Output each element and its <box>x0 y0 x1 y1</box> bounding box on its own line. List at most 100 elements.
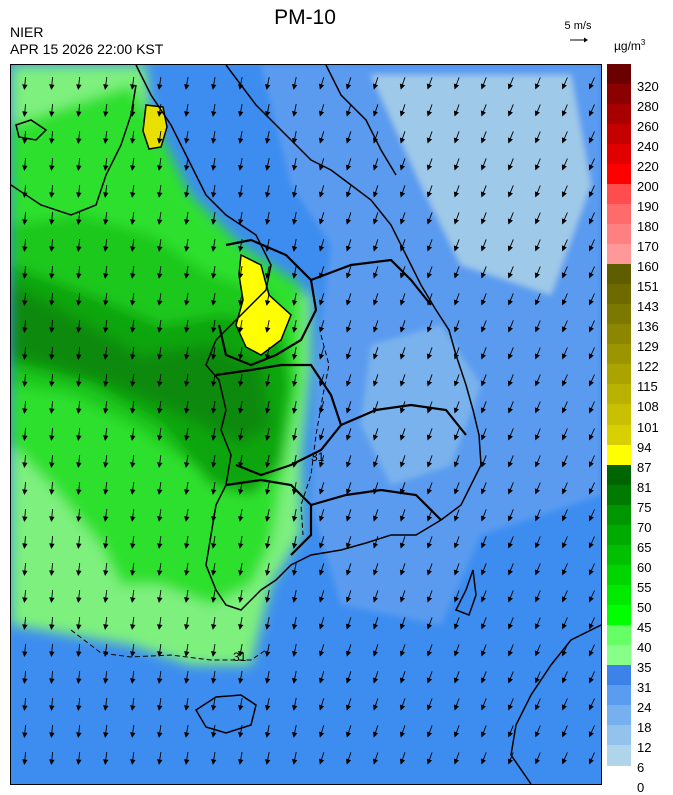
wind-arrow-head <box>211 705 217 711</box>
wind-arrow-head <box>453 488 460 495</box>
wind-arrow-head <box>399 137 406 144</box>
wind-arrow-head <box>399 758 406 765</box>
wind-arrow-head <box>103 462 109 469</box>
wind-arrow-head <box>507 191 513 198</box>
wind-arrow-head <box>480 191 486 198</box>
wind-arrow-head <box>453 137 460 144</box>
wind-arrow-head <box>588 353 594 360</box>
wind-arrow-head <box>426 110 433 117</box>
wind-arrow-head <box>22 408 28 415</box>
wind-arrow-head <box>561 650 567 657</box>
wind-arrow-head <box>49 246 55 253</box>
wind-arrow-head <box>238 678 244 684</box>
colorbar-tick-label: 70 <box>637 519 652 535</box>
wind-arrow-head <box>211 327 217 333</box>
colorbar-segment <box>607 344 631 366</box>
wind-arrow-head <box>453 569 460 576</box>
wind-arrow-head <box>507 569 513 576</box>
wind-arrow-head <box>157 111 163 117</box>
colorbar-segment <box>607 464 631 486</box>
wind-arrow-head <box>184 381 190 387</box>
wind-arrow-head <box>211 219 217 225</box>
wind-arrow-head <box>480 731 486 738</box>
wind-arrow-head <box>157 219 163 225</box>
wind-arrow-head <box>264 462 271 468</box>
wind-arrow-head <box>76 435 82 442</box>
wind-arrow-head <box>426 272 433 279</box>
colorbar-segment <box>607 724 631 746</box>
colorbar-tick-label: 55 <box>637 579 652 595</box>
wind-arrow-head <box>399 245 406 252</box>
wind-arrow-head <box>426 731 433 738</box>
wind-arrow-head <box>399 731 406 738</box>
wind-arrow-head <box>211 300 217 306</box>
wind-arrow-head <box>561 704 567 711</box>
wind-arrow-head <box>238 111 244 117</box>
wind-arrow-head <box>399 569 406 576</box>
wind-arrow-head <box>103 489 109 496</box>
wind-arrow-head <box>291 758 298 765</box>
wind-arrow-head <box>184 219 190 225</box>
wind-arrow-head <box>399 596 406 603</box>
wind-arrow-head <box>507 758 513 765</box>
wind-arrow-head <box>561 677 567 684</box>
wind-arrow-head <box>480 488 486 495</box>
wind-arrow-head <box>22 84 28 91</box>
wind-arrow-head <box>49 192 55 199</box>
wind-arrow-head <box>480 245 486 252</box>
wind-arrow-head <box>103 111 109 118</box>
colorbar-segment <box>607 484 631 506</box>
wind-arrow-head <box>264 219 271 225</box>
wind-arrow-head <box>318 542 325 549</box>
wind-arrow-head <box>22 489 28 496</box>
wind-arrow-head <box>130 300 136 306</box>
wind-arrow-head <box>238 435 244 441</box>
east-border <box>325 65 397 176</box>
wind-arrow-head <box>157 570 163 576</box>
wind-arrow-head <box>399 380 406 387</box>
wind-arrow-head <box>130 462 136 468</box>
coastline-layer <box>11 65 601 784</box>
wind-arrow-head <box>264 489 271 495</box>
wind-arrow-head <box>399 704 406 711</box>
wind-arrow-head <box>291 407 298 414</box>
concentration-field <box>11 65 601 784</box>
wind-arrow-head <box>238 489 244 495</box>
wind-arrow-head <box>588 731 594 738</box>
wind-arrow-head <box>507 677 513 684</box>
wind-arrow-head <box>372 137 379 144</box>
wind-arrow-head <box>534 83 540 90</box>
wind-arrow-head <box>22 273 28 280</box>
wind-arrow-head <box>264 435 271 441</box>
wind-arrow-head <box>184 327 190 333</box>
wind-arrow-head <box>318 326 325 333</box>
wind-arrow-head <box>103 84 109 91</box>
wind-arrow-head <box>264 327 271 333</box>
colorbar-segment <box>607 364 631 386</box>
wind-arrow-head <box>345 731 352 738</box>
wind-arrow-head <box>399 110 406 117</box>
wind-arrow-head <box>291 704 298 711</box>
wind-arrow-head <box>130 84 136 90</box>
colorbar-tick-label: 35 <box>637 659 652 675</box>
agency-label: NIER <box>10 24 44 40</box>
wind-arrow-head <box>291 569 298 576</box>
wind-arrow-head <box>399 515 406 522</box>
wind-arrow-head <box>507 488 513 495</box>
colorbar-segment <box>607 604 631 626</box>
wind-arrow-head <box>561 164 567 171</box>
wind-arrow-head <box>211 678 217 684</box>
wind-arrow-head <box>480 434 486 441</box>
wind-arrow-head <box>211 516 217 522</box>
wind-arrow-head <box>480 623 486 630</box>
wind-arrow-head <box>345 380 352 387</box>
wind-arrow-head <box>372 677 379 684</box>
wind-arrow-head <box>480 83 486 90</box>
wind-arrow-head <box>291 650 298 657</box>
wind-arrow-head <box>588 218 594 225</box>
wind-arrow-head <box>318 110 325 117</box>
wind-arrow-head <box>130 408 136 414</box>
wind-arrow-head <box>561 110 567 117</box>
wind-arrow-head <box>399 353 406 360</box>
wind-arrow-head <box>507 515 513 522</box>
